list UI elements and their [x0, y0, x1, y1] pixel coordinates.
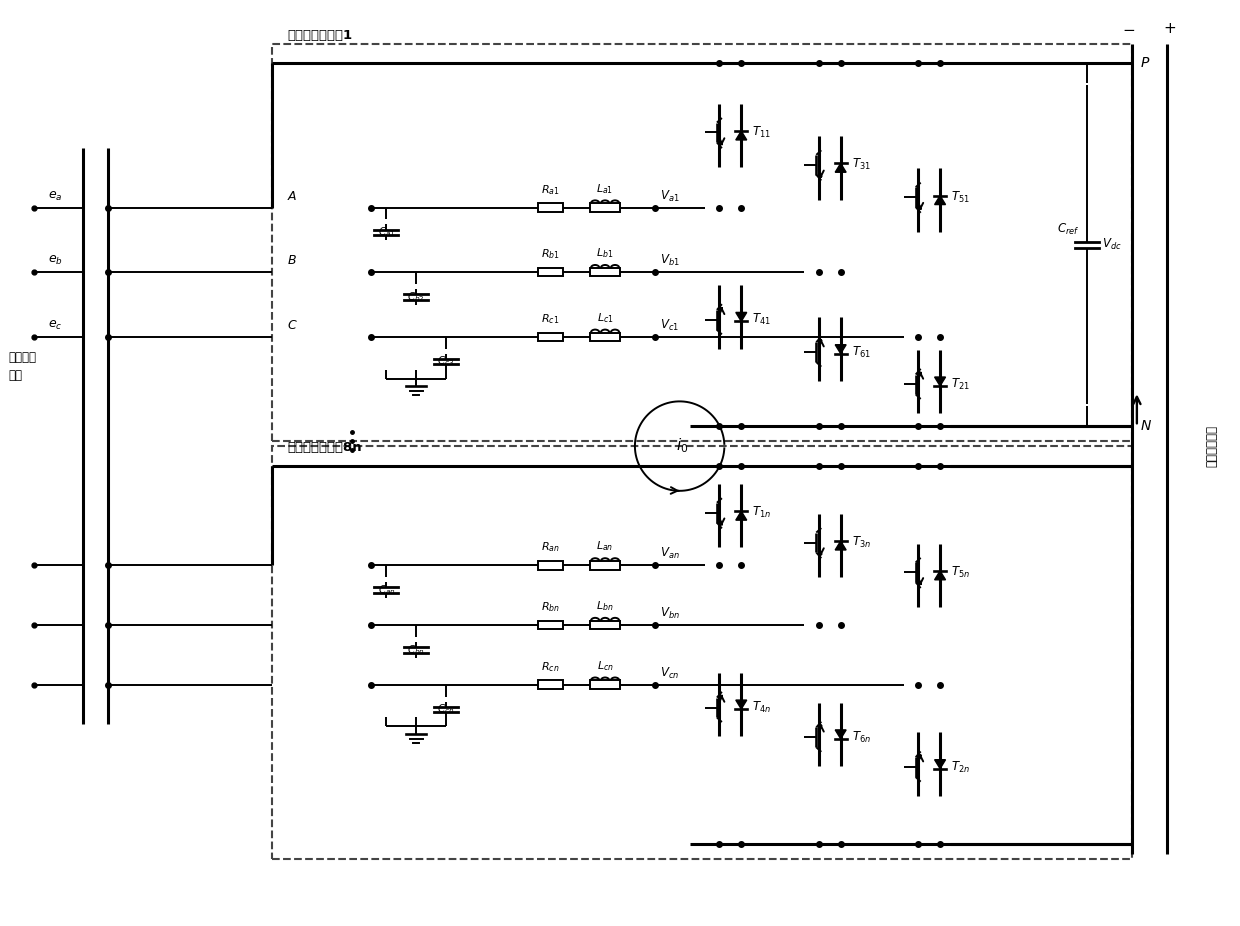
Text: $-$: $-$ [1122, 21, 1136, 36]
Text: $R_{cn}$: $R_{cn}$ [541, 660, 559, 674]
Text: $R_{an}$: $R_{an}$ [541, 541, 560, 555]
Text: $T_{5n}$: $T_{5n}$ [951, 565, 970, 580]
Text: $B$: $B$ [286, 254, 296, 268]
Text: $L_{an}$: $L_{an}$ [596, 540, 614, 554]
Text: $e_a$: $e_a$ [48, 190, 63, 203]
Text: $P$: $P$ [1140, 56, 1151, 70]
Text: $V_{b1}$: $V_{b1}$ [660, 253, 680, 269]
Text: $T_{1n}$: $T_{1n}$ [753, 506, 771, 520]
Text: $C$: $C$ [286, 319, 298, 332]
Polygon shape [935, 570, 946, 580]
Bar [538, 268, 563, 276]
Text: $T_{21}$: $T_{21}$ [951, 377, 970, 392]
Polygon shape [935, 759, 946, 769]
Text: $T_{31}$: $T_{31}$ [852, 157, 870, 172]
Text: $R_{b1}$: $R_{b1}$ [541, 247, 560, 261]
Bar [538, 681, 563, 689]
Bar [538, 332, 563, 341]
Polygon shape [836, 541, 846, 550]
Text: $V_{c1}$: $V_{c1}$ [660, 318, 678, 332]
Polygon shape [935, 377, 946, 386]
Bar [538, 561, 563, 569]
Bar [272, 446, 1132, 858]
Bar [272, 44, 1132, 441]
Polygon shape [735, 511, 746, 520]
Text: $V_{a1}$: $V_{a1}$ [660, 189, 680, 204]
Text: $C_{b2}$: $C_{b2}$ [408, 290, 425, 304]
Polygon shape [836, 730, 846, 739]
Text: $C_{cn}$: $C_{cn}$ [438, 703, 455, 717]
Text: $L_{cn}$: $L_{cn}$ [596, 659, 614, 672]
Text: $V_{an}$: $V_{an}$ [660, 546, 680, 561]
Text: $V_{dc}$: $V_{dc}$ [1102, 237, 1122, 253]
Text: $L_{a1}$: $L_{a1}$ [596, 181, 614, 195]
Text: $C_{c3}$: $C_{c3}$ [438, 355, 455, 369]
Text: $V_{bn}$: $V_{bn}$ [660, 606, 680, 621]
Polygon shape [735, 312, 746, 321]
Text: $T_{51}$: $T_{51}$ [951, 190, 970, 205]
Text: $C_{an}$: $C_{an}$ [377, 583, 396, 597]
Text: $T_{2n}$: $T_{2n}$ [951, 759, 970, 775]
Bar [590, 620, 620, 630]
Bar [538, 620, 563, 630]
Text: $C_{ref}$: $C_{ref}$ [1056, 222, 1079, 237]
Text: $L_{b1}$: $L_{b1}$ [596, 246, 614, 260]
Bar [538, 204, 563, 212]
Polygon shape [735, 131, 746, 140]
Text: $e_c$: $e_c$ [48, 319, 63, 332]
Text: 交流子网
每线: 交流子网 每线 [9, 351, 37, 382]
Text: $R_{bn}$: $R_{bn}$ [541, 600, 560, 614]
Text: 直流子网每线: 直流子网每线 [1205, 425, 1218, 467]
Text: $L_{c1}$: $L_{c1}$ [596, 311, 614, 325]
Text: $T_{61}$: $T_{61}$ [852, 344, 870, 359]
Text: $+$: $+$ [1163, 21, 1177, 36]
Text: $i_0$: $i_0$ [677, 437, 688, 456]
Text: $C_{bn}$: $C_{bn}$ [407, 643, 425, 657]
Text: $R_{c1}$: $R_{c1}$ [542, 312, 559, 326]
Text: $N$: $N$ [1140, 419, 1152, 433]
Polygon shape [836, 163, 846, 172]
Text: 双向功率换流器1: 双向功率换流器1 [286, 29, 352, 42]
Bar [590, 332, 620, 341]
Text: $T_{11}$: $T_{11}$ [753, 125, 771, 140]
Text: $e_b$: $e_b$ [48, 254, 63, 268]
Polygon shape [836, 344, 846, 354]
Text: $L_{bn}$: $L_{bn}$ [596, 599, 614, 613]
Text: $V_{cn}$: $V_{cn}$ [660, 666, 680, 681]
Polygon shape [735, 700, 746, 709]
Text: $T_{3n}$: $T_{3n}$ [852, 535, 870, 550]
Bar [590, 268, 620, 276]
Text: $T_{41}$: $T_{41}$ [753, 312, 771, 328]
Bar [590, 561, 620, 569]
Text: $T_{6n}$: $T_{6n}$ [852, 730, 870, 745]
Bar [590, 681, 620, 689]
Bar [590, 204, 620, 212]
Text: $A$: $A$ [286, 190, 298, 203]
Text: 双向功率换流器8n: 双向功率换流器8n [286, 441, 362, 454]
Text: $T_{4n}$: $T_{4n}$ [753, 700, 771, 715]
Text: $C_{a1}$: $C_{a1}$ [377, 225, 396, 239]
Text: $R_{a1}$: $R_{a1}$ [541, 182, 559, 196]
Polygon shape [935, 195, 946, 205]
